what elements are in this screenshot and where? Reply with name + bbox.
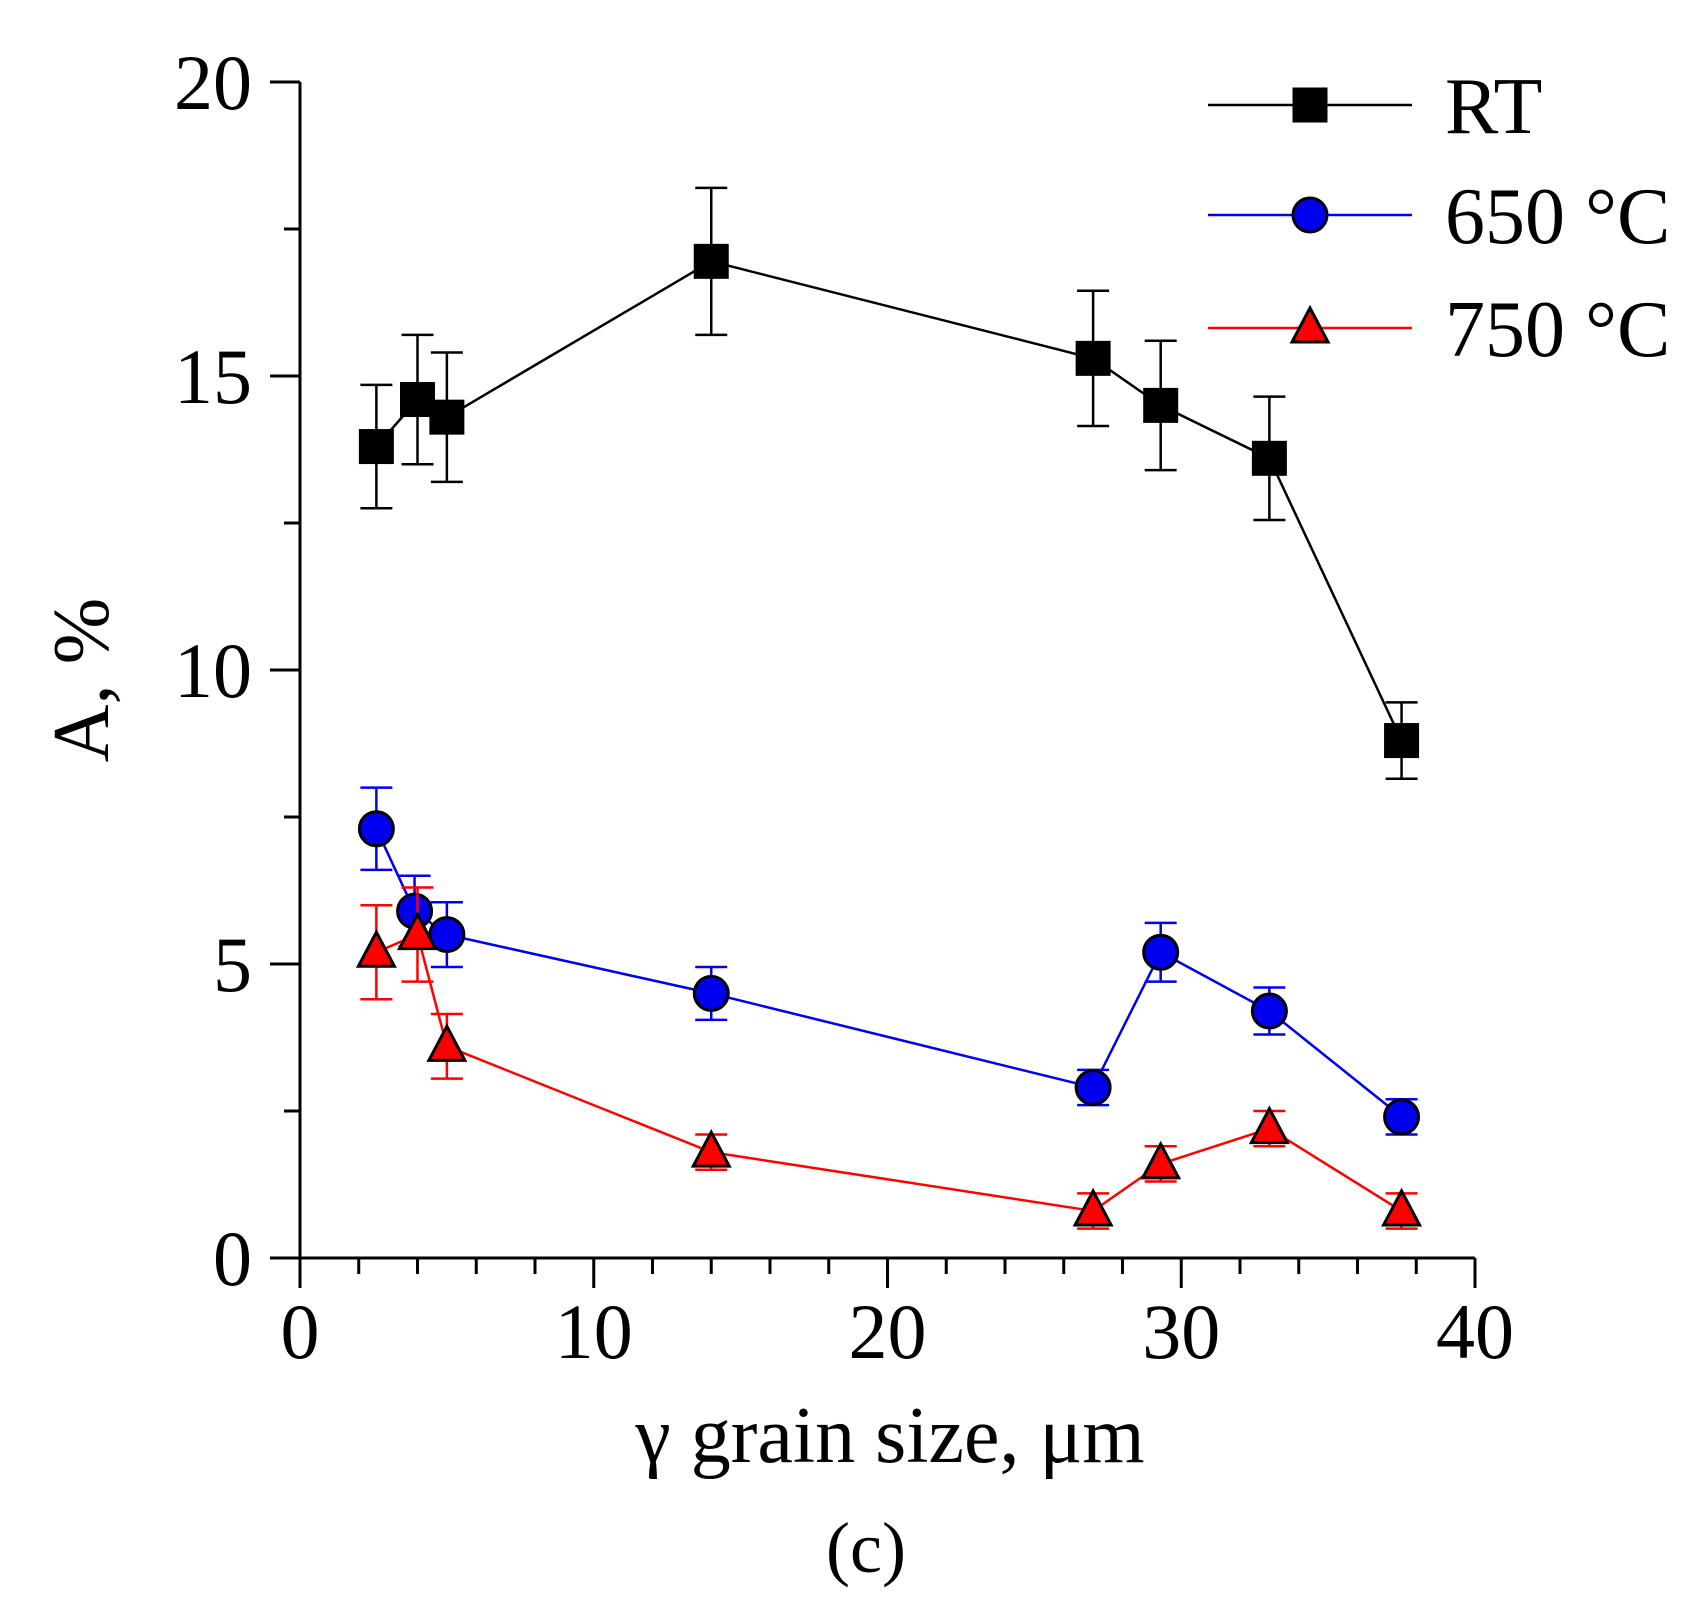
legend-marker: [1291, 196, 1329, 234]
x-axis-ticks: 0 10 20 30 40: [281, 1258, 1514, 1375]
data-point: [355, 929, 397, 968]
data-point: [357, 810, 395, 848]
series-1: [357, 786, 1421, 1136]
data-point: [1383, 1098, 1421, 1136]
panel-label: (c): [826, 1508, 906, 1588]
data-point: [1072, 1187, 1114, 1227]
series-2: [355, 886, 1423, 1230]
data-point: [1381, 1187, 1423, 1227]
y-tick-label: 10: [174, 627, 252, 714]
data-point: [690, 1128, 732, 1168]
data-point: [358, 429, 394, 465]
data-point: [1075, 340, 1111, 376]
x-tick-label: 20: [849, 1288, 927, 1375]
data-point: [429, 399, 465, 435]
x-tick-label: 30: [1142, 1288, 1220, 1375]
data-point: [426, 1023, 468, 1062]
x-tick-label: 0: [281, 1288, 320, 1375]
data-point: [1248, 1105, 1290, 1145]
y-axis-title: A, %: [38, 598, 126, 762]
data-point: [1140, 1140, 1182, 1180]
legend-marker: [1292, 87, 1328, 123]
data-point: [692, 974, 730, 1012]
data-point: [1142, 933, 1180, 971]
data-point: [1143, 387, 1179, 423]
legend: RT 650 °C 750 °C: [1208, 63, 1670, 374]
data-point: [1074, 1068, 1112, 1106]
legend-marker: [1289, 304, 1331, 344]
series-line: [375, 828, 1403, 1118]
data-point: [397, 911, 438, 951]
data-point: [693, 243, 729, 279]
data-point: [1251, 440, 1287, 476]
y-tick-label: 0: [213, 1215, 252, 1302]
series-0: [358, 186, 1420, 781]
y-tick-label: 15: [174, 333, 252, 420]
data-point: [1250, 992, 1288, 1030]
x-tick-label: 40: [1436, 1288, 1514, 1375]
series-line: [375, 932, 1403, 1213]
legend-label: 650 °C: [1445, 173, 1670, 261]
y-tick-label: 20: [174, 39, 252, 126]
y-axis-ticks: 0 5 10 15 20: [174, 39, 300, 1302]
legend-label: 750 °C: [1445, 286, 1670, 374]
data-point: [400, 382, 435, 418]
plot-frame: [298, 82, 1475, 1260]
data-point: [428, 916, 466, 954]
series-layer: [355, 186, 1423, 1230]
x-axis-title: γ grain size, μm: [634, 1392, 1144, 1480]
legend-label: RT: [1445, 63, 1542, 151]
data-point: [1384, 723, 1420, 759]
x-tick-label: 10: [555, 1288, 633, 1375]
series-line: [375, 260, 1403, 742]
y-tick-label: 5: [213, 921, 252, 1008]
